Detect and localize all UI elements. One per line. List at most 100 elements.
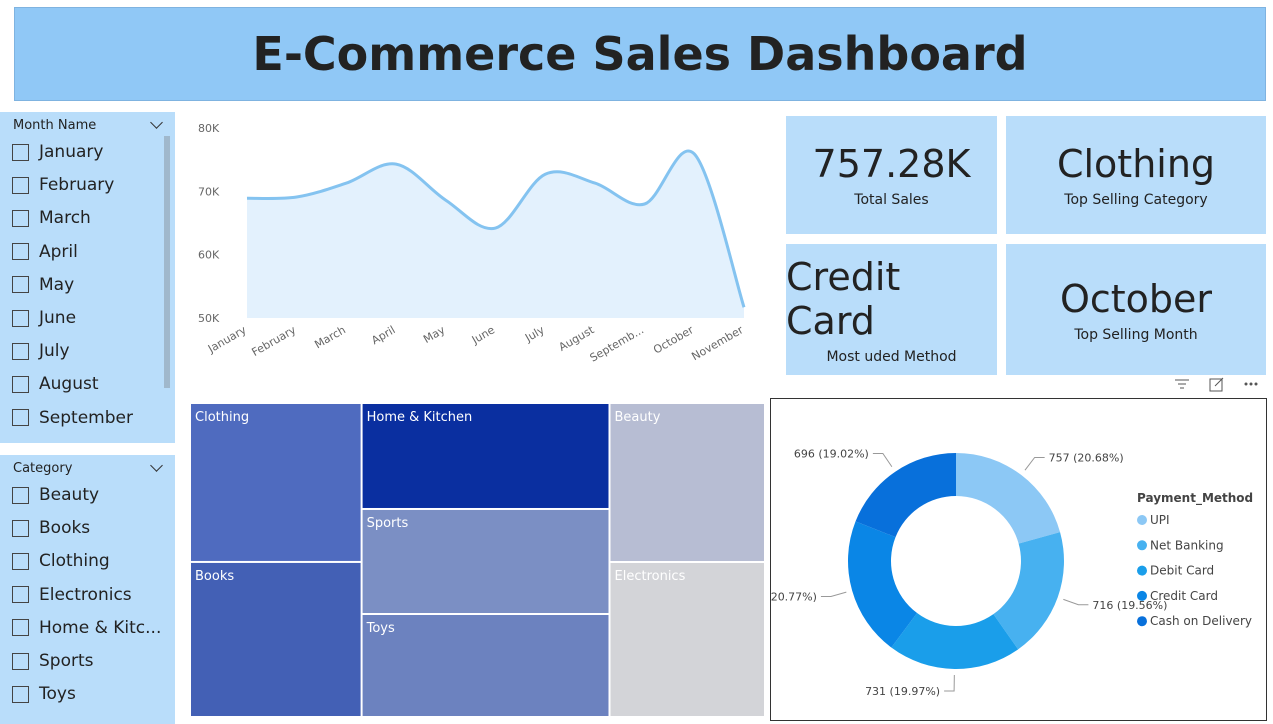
item-label: Beauty xyxy=(39,485,100,505)
x-tick-label: November xyxy=(689,323,745,363)
tile-label: Books xyxy=(195,569,234,584)
kpi-value: Credit Card xyxy=(786,254,901,343)
kpi-label: Top Selling Month xyxy=(1074,326,1198,343)
checkbox xyxy=(12,209,29,227)
data-label: 731 (19.97%) xyxy=(865,685,940,698)
leader-line xyxy=(820,591,847,597)
legend-marker xyxy=(1137,565,1147,576)
kpi-card: Clothing Top Selling Category xyxy=(1006,116,1266,234)
checkbox xyxy=(12,409,29,427)
checkbox xyxy=(12,176,29,194)
legend-marker xyxy=(1137,540,1147,551)
icons xyxy=(1175,377,1258,392)
item-label: Electronics xyxy=(39,584,132,605)
tile-label: Clothing xyxy=(195,410,249,425)
legend-marker xyxy=(1137,515,1147,525)
checkbox xyxy=(12,652,29,670)
slicer-item[interactable]: March xyxy=(12,208,91,228)
data-label: 757 (20.68%) xyxy=(1049,451,1124,464)
item-label: April xyxy=(39,241,78,262)
treemap-tile xyxy=(610,404,764,561)
slicer-item[interactable]: January xyxy=(12,142,103,162)
leader-line xyxy=(944,674,955,692)
data-label: 716 (19.56%) xyxy=(1092,599,1167,612)
x-tick-label: July xyxy=(522,323,547,345)
slicer-item[interactable]: May xyxy=(12,275,74,295)
slicer-item[interactable]: February xyxy=(12,175,114,195)
slicer-item[interactable]: August xyxy=(12,374,99,394)
item-label: Clothing xyxy=(39,551,110,572)
tile-label: Home & Kitchen xyxy=(367,410,473,425)
slicer-item[interactable]: April xyxy=(12,242,78,262)
slicer-item[interactable]: July xyxy=(12,341,70,361)
treemap-tile xyxy=(362,615,609,716)
checkbox xyxy=(12,619,29,637)
kpi-value: Clothing xyxy=(1056,142,1216,186)
kpi-label: Top Selling Category xyxy=(1064,192,1208,208)
legend-label: Credit Card xyxy=(1150,589,1218,603)
leader-line xyxy=(1024,456,1045,471)
title: E-Commerce Sales Dashboard xyxy=(252,27,1028,81)
checkbox xyxy=(12,685,29,703)
slicer-item[interactable]: Books xyxy=(12,518,90,538)
legend-label: UPI xyxy=(1150,513,1170,527)
item-label: Books xyxy=(39,518,91,539)
slicer: Category Beauty Books Clothing Electronics Ho… xyxy=(0,455,175,724)
chevron xyxy=(150,116,163,129)
item-label: February xyxy=(39,175,115,196)
x-tick-label: August xyxy=(557,323,597,354)
kpi-label: Most uded Method xyxy=(826,348,957,365)
y-tick-label: 60K xyxy=(198,249,220,262)
slicer-title: Category xyxy=(13,461,73,476)
visual-icons xyxy=(1170,376,1270,394)
slicer-item[interactable]: Home & Kitc... xyxy=(12,618,161,638)
item-label: August xyxy=(39,374,99,395)
donut-slice xyxy=(891,613,1019,669)
kpi-label: Total Sales xyxy=(854,192,929,208)
donut-slice xyxy=(993,532,1064,650)
slicer-item[interactable]: September xyxy=(12,408,133,428)
slicer-item[interactable]: June xyxy=(12,308,76,328)
donut-chart: 757 (20.68%) 716 (19.56%) 731 (19.97%) 760 … xyxy=(770,398,1267,721)
checkbox xyxy=(12,243,29,261)
checkbox xyxy=(12,586,29,604)
slicer-item[interactable]: Electronics xyxy=(12,585,132,605)
x-tick-label: March xyxy=(312,323,348,351)
x-tick-label: Septemb... xyxy=(588,323,646,364)
checkbox xyxy=(12,276,29,294)
slicer: Month Name January February March April May Ju… xyxy=(0,112,175,443)
treemap-tile xyxy=(362,404,609,508)
treemap-tile xyxy=(191,404,361,561)
donut-slice xyxy=(855,453,956,538)
item-label: March xyxy=(39,208,91,229)
legend-label: Debit Card xyxy=(1150,564,1214,578)
chevron xyxy=(150,459,163,472)
slicer-title: Month Name xyxy=(13,118,97,133)
item-label: June xyxy=(39,308,77,328)
data-label: 696 (19.02%) xyxy=(794,448,869,461)
checkbox xyxy=(12,309,29,327)
slicer-item[interactable]: Beauty xyxy=(12,485,99,505)
tile-label: Toys xyxy=(366,621,395,636)
leader-line xyxy=(1063,598,1089,606)
kpi-value: October xyxy=(1059,276,1213,321)
y-tick-label: 50K xyxy=(198,312,220,325)
header: E-Commerce Sales Dashboard xyxy=(14,7,1266,101)
x-tick-label: May xyxy=(421,323,448,346)
slicer-item[interactable]: Clothing xyxy=(12,551,110,571)
item-label: January xyxy=(39,142,104,162)
line-chart: 50K 60K 70K 80K January February March April May… xyxy=(198,122,746,365)
item-label: Sports xyxy=(39,651,94,671)
treemap: Clothing Books Home & Kitchen Sports Toys Bea… xyxy=(191,404,764,716)
treemap-tile xyxy=(610,562,764,716)
item-label: Toys xyxy=(39,684,76,705)
slicer-item[interactable]: Toys xyxy=(12,684,76,704)
kpi-card: Credit Card Most uded Method xyxy=(786,244,997,375)
kpi-card: 757.28K Total Sales xyxy=(786,116,997,234)
checkbox xyxy=(12,519,29,537)
y-tick-label: 80K xyxy=(198,122,220,135)
legend-marker xyxy=(1137,590,1147,601)
x-tick-label: January xyxy=(205,323,249,356)
x-tick-label: June xyxy=(469,323,497,347)
slicer-item[interactable]: Sports xyxy=(12,651,94,671)
